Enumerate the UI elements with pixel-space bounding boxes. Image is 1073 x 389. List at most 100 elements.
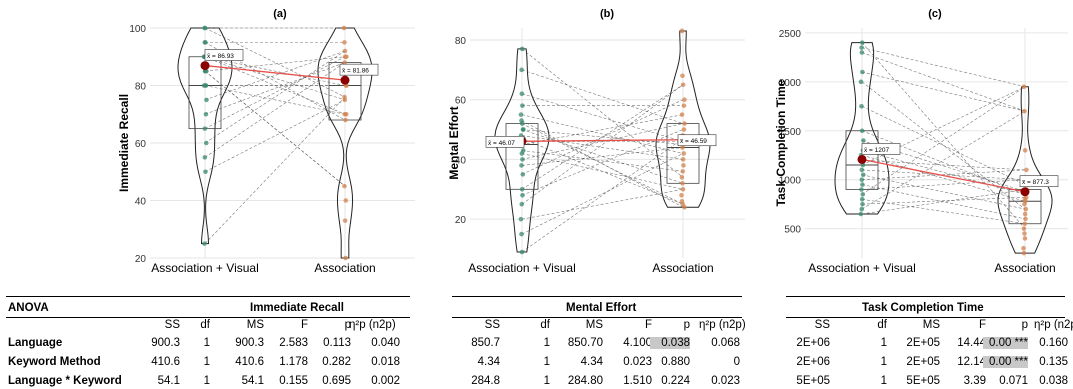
x-tick-label: Association: [652, 261, 713, 275]
data-point-right: [681, 163, 686, 168]
table-value: 0.038: [1039, 375, 1068, 387]
mean-point: [857, 154, 867, 164]
connector-line: [861, 140, 1026, 192]
table-value: 1: [880, 337, 887, 349]
data-point-left: [518, 216, 524, 222]
violin: [177, 27, 233, 245]
data-point-left: [859, 167, 865, 173]
x-tick-label: Association: [314, 261, 375, 275]
connector-line: [521, 123, 684, 205]
table-value: 0.113: [323, 337, 351, 349]
table-value: 2.583: [279, 337, 308, 349]
table-value: 0.040: [371, 337, 400, 349]
column-header: MS: [246, 319, 264, 331]
violin: [494, 48, 550, 253]
connector-line: [204, 56, 346, 72]
data-point-left: [202, 68, 208, 74]
column-header: df: [540, 319, 550, 331]
mean-label: x̄ = 877.3: [1022, 179, 1049, 186]
table-value: 5E+05: [796, 375, 830, 387]
column-header: p: [683, 319, 690, 331]
data-point-right: [679, 28, 685, 34]
mean-line: [204, 64, 346, 81]
column-header: p: [1021, 319, 1028, 331]
data-point-right: [1021, 250, 1027, 256]
data-point-left: [859, 103, 864, 109]
y-tick-label: 60: [455, 96, 467, 107]
y-axis-label: Mental Effort: [447, 106, 461, 179]
data-point-left: [858, 79, 864, 85]
data-point-right: [1022, 231, 1027, 236]
connector-line: [521, 138, 684, 253]
data-point-left: [202, 155, 208, 160]
table-value: 0.002: [371, 375, 400, 387]
connector-line: [861, 86, 1026, 195]
data-point-left: [858, 211, 864, 217]
table-value: 2E+06: [796, 337, 830, 349]
connector-line: [861, 159, 1026, 171]
data-point-left: [203, 40, 208, 45]
table-value: 0.155: [279, 375, 308, 387]
data-point-left: [519, 231, 524, 237]
connector-line: [521, 114, 684, 145]
data-point-right: [682, 204, 687, 210]
data-point-left: [519, 121, 525, 126]
data-point-right: [341, 25, 347, 31]
y-tick-label: 40: [455, 155, 467, 166]
table-value: 410.6: [235, 356, 264, 368]
table-value: 2E+05: [906, 337, 940, 349]
data-point-right: [681, 127, 687, 132]
connector-line: [521, 48, 684, 178]
data-point-right: [343, 255, 348, 261]
connector-line: [204, 56, 346, 129]
data-point-left: [860, 201, 865, 207]
table-value: 1.510: [623, 375, 652, 387]
table-value: 1.178: [279, 356, 308, 368]
y-tick-label: 2000: [779, 78, 802, 89]
x-tick-label: Association + Visual: [808, 261, 916, 275]
data-point-left: [203, 140, 209, 146]
data-point-left: [519, 163, 524, 168]
connector-line: [861, 198, 1026, 225]
y-tick-label: 80: [455, 36, 467, 47]
column-header: df: [877, 319, 887, 331]
table-value: 0: [733, 356, 740, 368]
x-tick-label: Association: [994, 261, 1055, 275]
data-point-right: [679, 175, 685, 180]
data-point-right: [682, 121, 687, 126]
table-value: 1: [543, 356, 550, 368]
data-point-left: [860, 192, 866, 197]
data-point-right: [343, 117, 348, 123]
table-value: 0.00 ***: [983, 337, 1028, 349]
mean-line: [861, 158, 1026, 193]
table-value: 54.1: [157, 375, 180, 387]
panel-title: (c): [928, 8, 942, 20]
connector-line: [861, 169, 1026, 181]
data-point-right: [342, 111, 348, 117]
data-point-right: [1021, 226, 1027, 231]
connector-line: [204, 56, 346, 86]
data-point-left: [520, 157, 525, 162]
table-value: 284.80: [567, 375, 603, 387]
mean-label-box: [861, 143, 901, 155]
connector-line: [204, 99, 346, 173]
data-point-left: [203, 83, 208, 88]
data-point-left: [519, 186, 525, 192]
connector-line: [521, 114, 684, 154]
table-value: 1: [203, 337, 210, 349]
table-value: 0.00 ***: [983, 356, 1028, 368]
data-point-left: [204, 97, 209, 103]
data-point-left: [202, 126, 208, 131]
data-point-right: [679, 112, 685, 117]
panel-title: (b): [600, 8, 614, 20]
y-tick-label: 1500: [779, 127, 802, 138]
data-point-right: [1021, 84, 1027, 90]
data-point-right: [344, 54, 349, 60]
column-header: F: [978, 319, 986, 331]
violin: [997, 86, 1053, 254]
connector-line: [861, 184, 1026, 220]
connector-line: [521, 93, 684, 142]
data-point-left: [859, 45, 864, 50]
data-point-right: [342, 40, 347, 45]
table-value: 850.70: [567, 337, 603, 349]
